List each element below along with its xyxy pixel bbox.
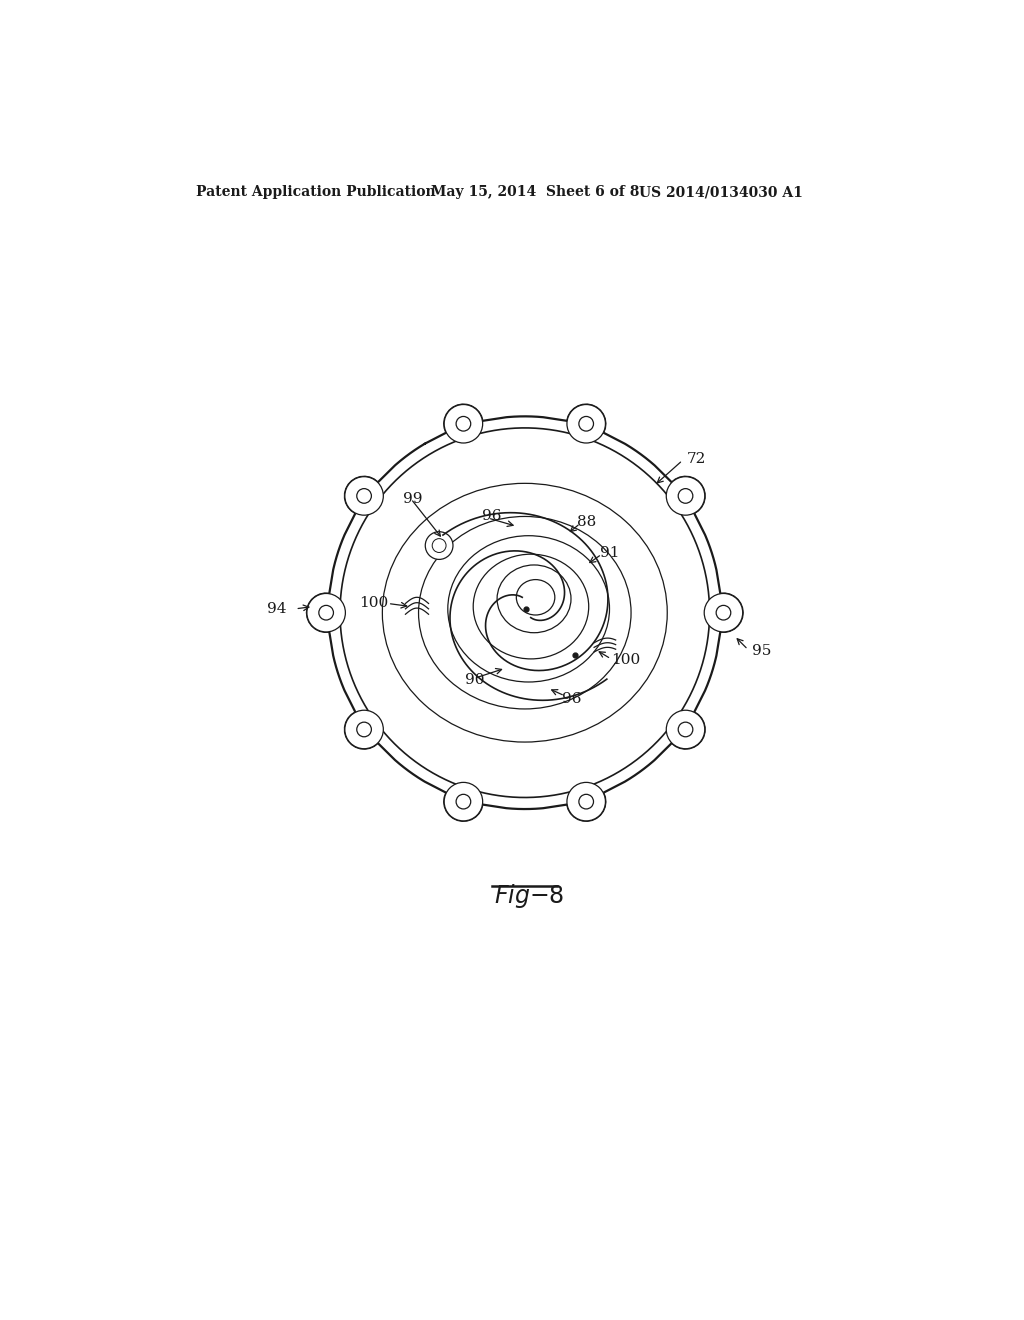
Text: 90: 90 <box>465 673 484 688</box>
Circle shape <box>444 404 482 444</box>
Circle shape <box>567 783 605 821</box>
Text: US 2014/0134030 A1: US 2014/0134030 A1 <box>639 185 803 199</box>
Circle shape <box>432 539 446 553</box>
Circle shape <box>716 606 731 620</box>
Text: 96: 96 <box>562 692 582 706</box>
Circle shape <box>425 532 453 560</box>
Circle shape <box>307 594 345 632</box>
Text: 96: 96 <box>482 510 502 524</box>
Circle shape <box>444 783 482 821</box>
Circle shape <box>678 722 693 737</box>
Text: Patent Application Publication: Patent Application Publication <box>196 185 435 199</box>
Circle shape <box>678 488 693 503</box>
Circle shape <box>345 477 383 515</box>
Circle shape <box>456 795 471 809</box>
Circle shape <box>345 710 383 748</box>
Text: $\mathit{Fig}$$\mathit{-8}$: $\mathit{Fig}$$\mathit{-8}$ <box>494 882 564 911</box>
Text: 88: 88 <box>578 515 596 529</box>
Circle shape <box>318 606 334 620</box>
Text: May 15, 2014  Sheet 6 of 8: May 15, 2014 Sheet 6 of 8 <box>431 185 639 199</box>
Text: 99: 99 <box>403 492 423 506</box>
Text: 72: 72 <box>686 451 706 466</box>
Circle shape <box>667 710 705 748</box>
Circle shape <box>456 416 471 432</box>
Circle shape <box>356 722 372 737</box>
Text: 95: 95 <box>752 644 771 659</box>
Circle shape <box>579 795 594 809</box>
Circle shape <box>579 416 594 432</box>
Circle shape <box>705 594 742 632</box>
Text: 91: 91 <box>600 545 620 560</box>
Circle shape <box>356 488 372 503</box>
Text: 94: 94 <box>266 602 286 616</box>
Circle shape <box>567 404 605 444</box>
Text: 100: 100 <box>611 653 640 668</box>
Circle shape <box>667 477 705 515</box>
Text: 100: 100 <box>359 597 388 610</box>
